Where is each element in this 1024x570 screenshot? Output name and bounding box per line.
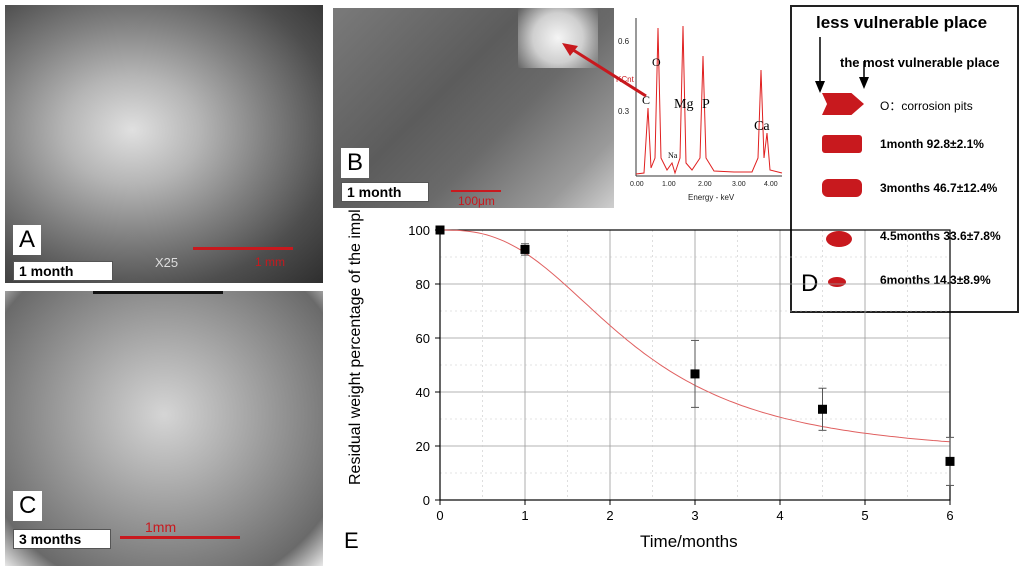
eds-spectrum-line [635, 25, 783, 175]
x-tick-label: 1 [521, 508, 528, 523]
scale-bar-c [120, 536, 240, 539]
y-tick-label: 100 [408, 223, 430, 238]
eds-xlabel: Energy - keV [688, 193, 735, 202]
scale-bar-a [193, 247, 293, 250]
implant-shape-4-5months [826, 231, 852, 247]
eds-element-p: P [702, 97, 710, 112]
eds-pointer-arrow [562, 43, 647, 98]
eds-ytick-2: 0.3 [618, 107, 630, 116]
y-tick-label: 20 [416, 439, 430, 454]
top-dark-bar-c [93, 291, 223, 294]
legend-item-1month: 1month 92.8±2.1% [880, 137, 984, 151]
eds-xtick-0: 0.00 [630, 181, 644, 188]
sem-image-a: 1 mm X25 A 1 month [5, 5, 323, 283]
implant-shape-6months [828, 277, 846, 287]
sem-magnification-a: X25 [155, 255, 179, 270]
eds-xtick-2: 2.00 [698, 181, 712, 188]
panel-tag-c: 3 months [13, 529, 111, 549]
panel-letter-e: E [344, 528, 359, 553]
chart-xlabel: Time/months [640, 532, 738, 551]
panel-letter-c: C [13, 491, 43, 521]
eds-element-o: O [652, 55, 661, 69]
eds-element-c: C [642, 93, 650, 107]
data-point [818, 404, 827, 414]
eds-element-ca: Ca [754, 119, 770, 134]
scale-label-c: 1mm [145, 519, 177, 535]
legend-item-3months: 3months 46.7±12.4% [880, 181, 998, 195]
eds-spectrum: 0.6 0.3 KCnt 0.00 1.00 2.00 3.00 4.00 En… [614, 8, 786, 208]
scale-bar-b [451, 190, 501, 192]
legend-heading: less vulnerable place [816, 13, 988, 32]
implant-shape-1month [822, 135, 862, 153]
legend-subheading: the most vulnerable place [840, 55, 1000, 70]
x-tick-label: 5 [861, 508, 868, 523]
y-tick-label: 60 [416, 331, 430, 346]
x-tick-label: 3 [691, 508, 698, 523]
panel-tag-b: 1 month [341, 182, 429, 202]
eds-element-mg: Mg [674, 97, 693, 112]
legend-pits-label: O：corrosion pits [880, 99, 973, 113]
x-tick-label: 4 [776, 508, 783, 523]
eds-element-na: Na [668, 151, 678, 160]
eds-ytick-1: 0.6 [618, 37, 630, 46]
panel-tag-a: 1 month [13, 261, 113, 281]
panel-letter-a: A [13, 225, 42, 255]
implant-shape-3months [822, 179, 862, 197]
y-tick-label: 40 [416, 385, 430, 400]
x-tick-label: 0 [436, 508, 443, 523]
data-point [690, 369, 700, 379]
data-point [520, 244, 530, 254]
data-point [945, 456, 955, 466]
y-tick-label: 80 [416, 277, 430, 292]
panel-letter-b: B [341, 148, 370, 178]
eds-xtick-3: 3.00 [732, 181, 746, 188]
y-tick-label: 0 [423, 493, 430, 508]
eds-xtick-4: 4.00 [764, 181, 778, 188]
scale-label-a: 1 mm [255, 255, 285, 269]
legend-item-4-5months: 4.5months 33.6±7.8% [880, 229, 1001, 243]
scale-label-b: 100μm [458, 194, 495, 208]
corrosion-legend: less vulnerable place the most vulnerabl… [790, 5, 1019, 313]
x-tick-label: 2 [606, 508, 613, 523]
implant-shape-intact [822, 93, 864, 115]
sem-image-c: 1mm C 3 months [5, 291, 323, 566]
data-point [435, 225, 445, 235]
data-points-layer [435, 225, 955, 486]
x-tick-label: 6 [946, 508, 953, 523]
chart-ylabel: Residual weight percentage of the implan… [347, 210, 364, 485]
eds-ylabel: KCnt [616, 75, 635, 84]
eds-xtick-1: 1.00 [662, 181, 676, 188]
sem-image-b: 100μm B 1 month [333, 8, 616, 208]
legend-arrows [815, 37, 869, 93]
